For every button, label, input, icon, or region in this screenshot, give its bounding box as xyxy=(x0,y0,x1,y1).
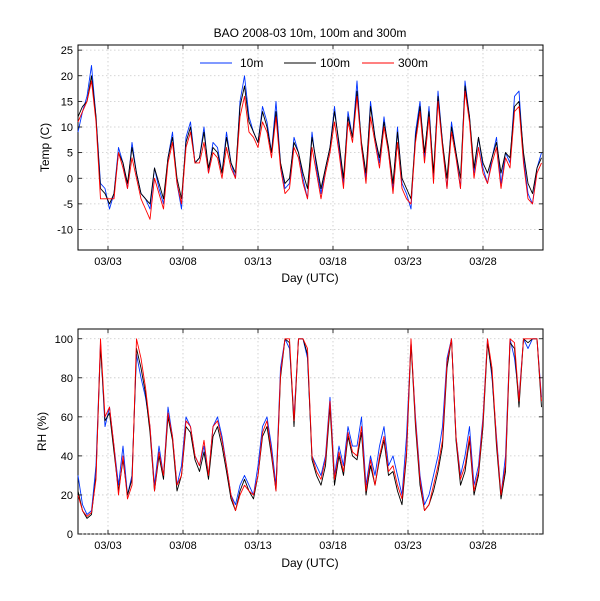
rh-y-tick-label: 40 xyxy=(61,451,73,463)
rh-series-300m-line xyxy=(77,338,542,517)
temp-y-tick-label: 5 xyxy=(67,148,73,160)
temp-plot-area xyxy=(77,44,544,251)
temp-y-tick-label: -5 xyxy=(63,199,73,211)
legend-300m-label: 300m xyxy=(398,56,428,70)
legend-100m-label: 100m xyxy=(320,56,350,70)
temp-y-tick-label: 10 xyxy=(61,122,73,134)
rh-y-tick-label: 20 xyxy=(61,490,73,502)
temp-x-tick-label: 03/08 xyxy=(169,256,197,268)
rh-y-tick-label: 80 xyxy=(61,373,73,385)
temp-y-tick-label: -10 xyxy=(57,225,73,237)
temp-y-axis-label: Temp (C) xyxy=(38,123,52,172)
rh-x-tick-label: 03/03 xyxy=(94,540,122,552)
temp-gridlines xyxy=(78,45,543,250)
rh-ticks: 0 20 40 60 80 100 03/03 03/08 03/13 03/18 03/23 03/… xyxy=(55,329,543,552)
rh-y-axis-label: RH (%) xyxy=(35,412,49,451)
temp-panel: -10 -5 0 5 10 15 20 25 03/03 03/08 03/13 03/18 03/23… xyxy=(38,26,544,285)
rh-x-axis-label: Day (UTC) xyxy=(281,556,338,570)
temp-x-axis-label: Day (UTC) xyxy=(281,271,338,285)
rh-x-tick-label: 03/28 xyxy=(469,540,497,552)
legend-10m-label: 10m xyxy=(240,56,263,70)
rh-series-group xyxy=(77,338,542,519)
temp-x-tick-label: 03/03 xyxy=(94,256,122,268)
temp-x-tick-label: 03/18 xyxy=(319,256,347,268)
rh-x-tick-label: 03/23 xyxy=(394,540,422,552)
rh-x-tick-label: 03/13 xyxy=(244,540,272,552)
rh-y-tick-label: 0 xyxy=(67,529,73,541)
temp-series-300m-line xyxy=(77,80,542,220)
rh-y-tick-label: 100 xyxy=(55,334,73,346)
temp-y-tick-label: 25 xyxy=(61,45,73,57)
temp-series-group xyxy=(77,65,542,220)
rh-panel: 0 20 40 60 80 100 03/03 03/08 03/13 03/18 03/23 03/… xyxy=(35,328,544,570)
temp-y-tick-label: 0 xyxy=(67,173,73,185)
temp-x-tick-label: 03/13 xyxy=(244,256,272,268)
legend: 10m 100m 300m xyxy=(200,56,428,70)
rh-x-tick-label: 03/18 xyxy=(319,540,347,552)
temp-x-tick-label: 03/28 xyxy=(469,256,497,268)
temp-y-tick-label: 15 xyxy=(61,96,73,108)
temp-y-tick-label: 20 xyxy=(61,71,73,83)
rh-x-tick-label: 03/08 xyxy=(169,540,197,552)
chart-title: BAO 2008-03 10m, 100m and 300m xyxy=(214,26,407,40)
temp-ticks: -10 -5 0 5 10 15 20 25 03/03 03/08 03/13 03/18 03/23… xyxy=(57,45,543,268)
temp-x-tick-label: 03/23 xyxy=(394,256,422,268)
rh-y-tick-label: 60 xyxy=(61,412,73,424)
